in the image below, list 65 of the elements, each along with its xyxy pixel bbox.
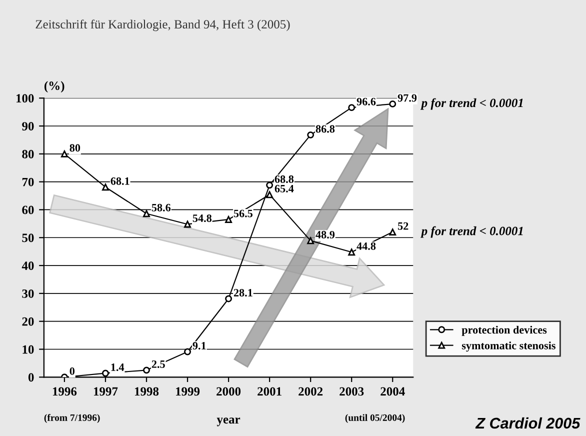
- data-label: 96.6: [356, 98, 376, 106]
- y-tick-label: 0: [28, 373, 34, 382]
- point: [60, 150, 68, 158]
- data-label: 68.1: [110, 177, 130, 185]
- point: [266, 182, 274, 189]
- y-tick-label: 10: [22, 345, 34, 354]
- data-label: 86.8: [316, 125, 335, 133]
- y-axis-title: (%): [44, 81, 64, 93]
- legend-label: symtomatic stenosis: [462, 342, 556, 352]
- text: (until 05/2004): [345, 414, 405, 423]
- y-tick-label: 50: [22, 234, 34, 242]
- data-label: 97.9: [398, 94, 417, 102]
- data-label: 52: [398, 222, 408, 230]
- text: (from 7/1996): [44, 414, 100, 423]
- y-tick-label: 40: [22, 262, 34, 270]
- data-label: 2.5: [152, 360, 165, 368]
- x-tick-label: 1999: [176, 387, 200, 396]
- point: [225, 295, 232, 302]
- text: Z Cardiol 2005: [475, 417, 580, 429]
- data-label: 58.6: [152, 204, 171, 212]
- point: [143, 366, 150, 374]
- y-tick-label: 70: [22, 178, 34, 186]
- y-tick-label: 80: [22, 150, 34, 158]
- point: [307, 237, 314, 244]
- point: [184, 220, 191, 228]
- data-label: 56.5: [234, 210, 252, 218]
- point: [389, 100, 396, 108]
- y-tick-label: 100: [16, 94, 34, 103]
- point: [348, 104, 356, 112]
- chart-title: Zeitschrift für Kardiologie, Band 94, Heft 3 (2005): [36, 20, 290, 32]
- data-label: 1.4: [111, 364, 124, 372]
- data-label: 54.8: [192, 214, 212, 222]
- point: [266, 191, 274, 198]
- y-tick-label: 60: [22, 206, 34, 214]
- legend-label: protection devices: [462, 326, 547, 336]
- x-tick-label: 1997: [94, 387, 118, 396]
- x-axis-title: year: [216, 418, 240, 426]
- x-tick-label: 1998: [135, 387, 159, 396]
- data-label: 80: [70, 144, 80, 152]
- data-label: 48.9: [316, 230, 335, 238]
- y-tick-label: 90: [22, 122, 34, 130]
- point: [102, 184, 109, 191]
- x-tick-label: 2001: [258, 387, 282, 396]
- point: [307, 131, 314, 138]
- data-label: 28.1: [234, 288, 252, 297]
- x-tick-label: 2003: [340, 387, 364, 396]
- data-label: 0: [70, 367, 75, 375]
- point: [102, 370, 109, 377]
- data-label: 65.4: [274, 184, 294, 192]
- x-tick-label: 2004: [380, 387, 405, 396]
- point: [143, 210, 150, 218]
- x-tick-label: 2002: [298, 387, 323, 396]
- x-tick-label: 1996: [52, 387, 77, 396]
- x-tick-label: 2000: [216, 387, 241, 396]
- annotation: p for trend < 0.0001: [420, 98, 523, 110]
- data-label: 44.8: [356, 242, 376, 250]
- data-label: 68.8: [274, 175, 294, 183]
- data-label: 9.1: [192, 342, 206, 350]
- annotation: p for trend < 0.0001: [420, 226, 523, 238]
- point: [184, 348, 191, 356]
- point: [348, 248, 356, 256]
- y-tick-label: 30: [22, 289, 34, 298]
- y-tick-label: 20: [22, 317, 34, 326]
- point: [389, 228, 396, 236]
- point: [225, 216, 232, 223]
